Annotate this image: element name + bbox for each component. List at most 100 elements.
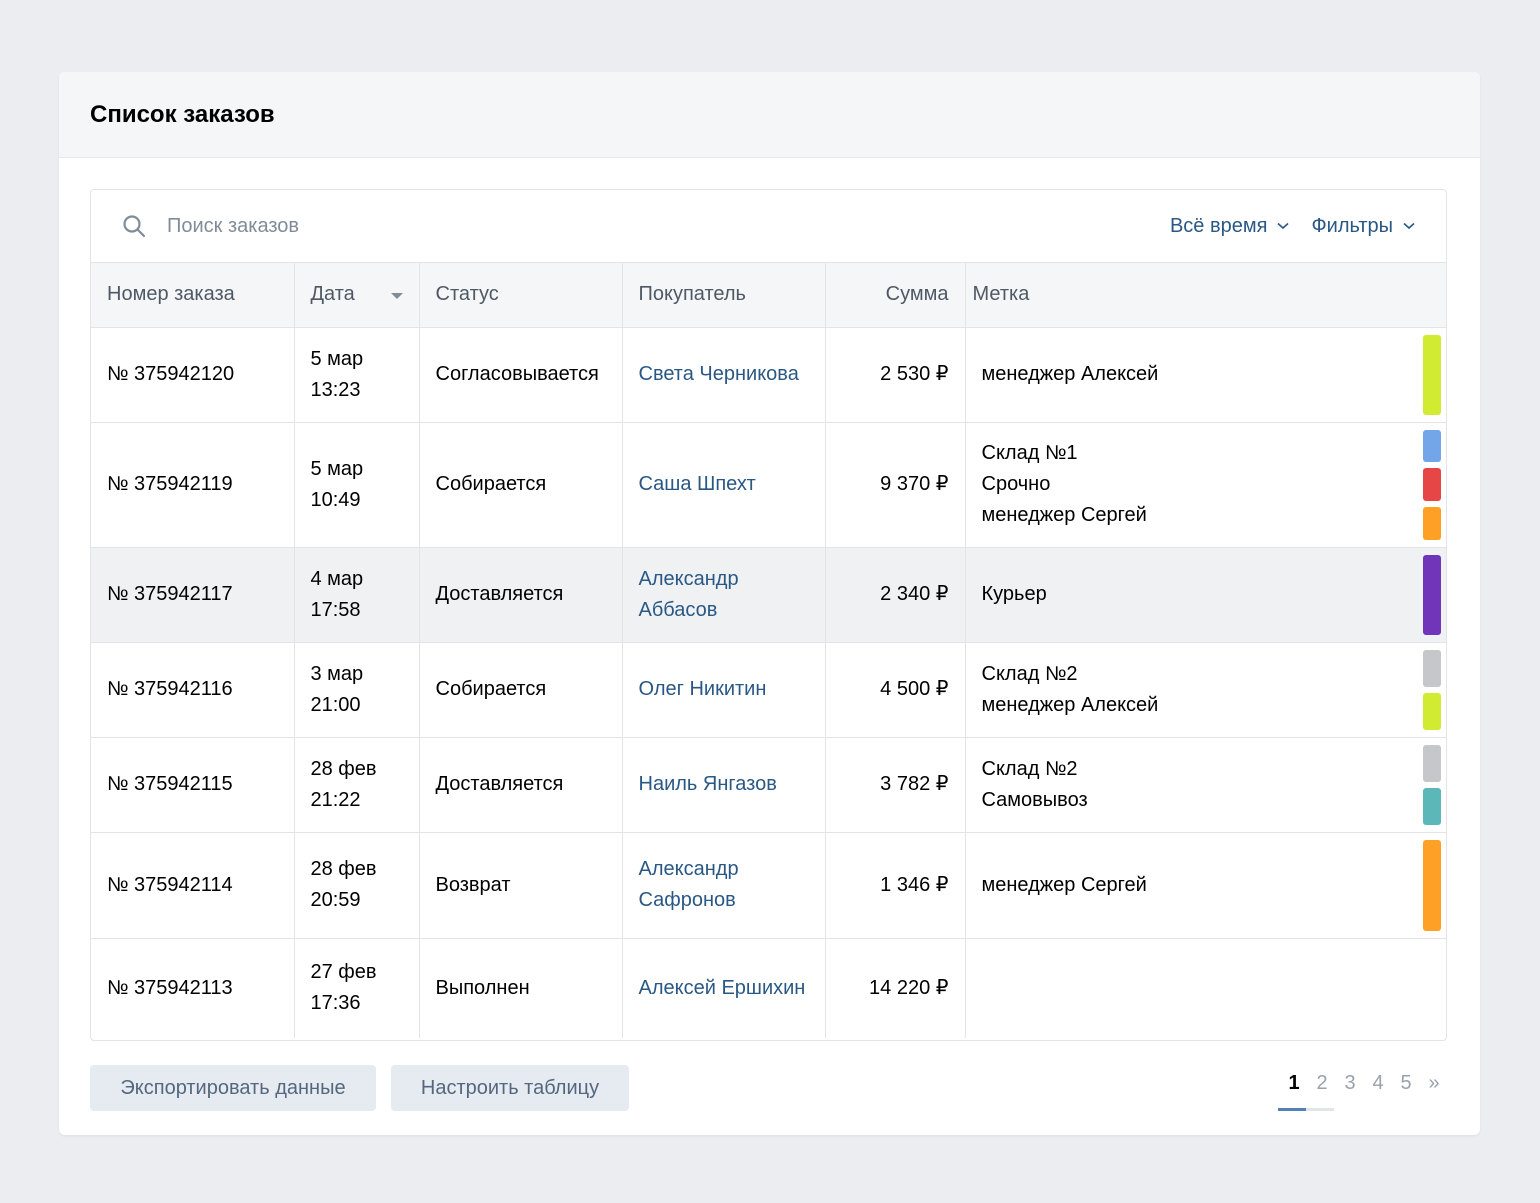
buyer-link[interactable]: Олег Никитин [622, 642, 826, 738]
table-row[interactable]: № 375942113 27 фев 17:36 Выполнен Алексе… [91, 938, 1446, 1038]
table-row[interactable]: № 375942115 28 фев 21:22 Доставляется На… [91, 737, 1446, 833]
configure-table-button[interactable]: Настроить таблицу [391, 1065, 629, 1111]
table-row[interactable]: № 375942119 5 мар 10:49 Собирается Саша … [91, 422, 1446, 548]
page-link-4[interactable]: 4 [1372, 1072, 1384, 1094]
period-dropdown[interactable]: Всё время [1170, 215, 1289, 238]
tag-label: Срочно [981, 473, 1051, 495]
tag-color-swatches [1423, 649, 1441, 730]
column-header-sum[interactable]: Сумма [825, 263, 966, 328]
tag-label: Склад №2 [981, 662, 1078, 685]
order-datetime: 28 фев 20:59 [294, 832, 420, 939]
order-tags: Курьер [965, 547, 1446, 643]
panel-header: Список заказов [59, 72, 1480, 158]
buyer-link[interactable]: Саша Шпехт [622, 422, 826, 548]
order-number: № 375942113 [91, 938, 295, 1038]
order-tags: менеджер Алексей [965, 327, 1446, 423]
sort-desc-icon[interactable] [390, 293, 403, 300]
page-link-5[interactable]: 5 [1400, 1072, 1412, 1094]
order-date: 3 мар [310, 662, 364, 685]
order-tags: Склад №2 менеджер Алексей [965, 642, 1446, 738]
order-date: 28 фев [310, 858, 377, 880]
order-time: 10:49 [310, 488, 361, 511]
tag-color-swatches [1423, 429, 1441, 540]
table-header-row: Номер заказа Дата Статус Покупатель Сумм… [91, 263, 1446, 328]
order-status: Возврат [419, 832, 623, 939]
order-datetime: 27 фев 17:36 [294, 938, 420, 1038]
order-sum: 1 346 ₽ [825, 832, 966, 939]
tag-label: менеджер Алексей [981, 693, 1159, 716]
orders-table-container: Всё время Фильтры Номер заказа [90, 189, 1447, 1041]
chevron-down-icon [1277, 222, 1289, 230]
tag-color-swatch [1423, 334, 1441, 415]
order-date: 28 фев [310, 757, 377, 780]
buyer-link[interactable]: Алексей Ершихин [622, 938, 826, 1038]
tag-label: Склад №1 [981, 442, 1078, 464]
column-header-buyer[interactable]: Покупатель [622, 263, 826, 328]
table-row[interactable]: № 375942116 3 мар 21:00 Собирается Олег … [91, 642, 1446, 738]
buyer-link[interactable]: Света Черникова [622, 327, 826, 423]
order-tags: Склад №2 Самовывоз [965, 737, 1446, 833]
tag-color-swatch [1423, 429, 1441, 463]
order-sum: 4 500 ₽ [825, 642, 966, 738]
order-status: Собирается [419, 422, 623, 548]
order-time: 13:23 [310, 378, 361, 401]
tag-color-swatches [1423, 839, 1441, 931]
table-row[interactable]: № 375942117 4 мар 17:58 Доставляется Але… [91, 547, 1446, 643]
order-tags: Склад №1 Срочно менеджер Сергей [965, 422, 1446, 548]
order-time: 20:59 [310, 889, 361, 911]
tag-color-swatch [1423, 692, 1441, 730]
order-date: 5 мар [310, 347, 364, 370]
order-number: № 375942119 [91, 422, 295, 548]
order-number: № 375942116 [91, 642, 295, 738]
order-date: 4 мар [310, 567, 364, 590]
buyer-link[interactable]: Александр Аббасов [622, 547, 826, 643]
page-link-3[interactable]: 3 [1344, 1072, 1356, 1094]
chevron-down-icon [1403, 222, 1415, 230]
order-status: Доставляется [419, 547, 623, 643]
page-link-1[interactable]: 1 [1288, 1072, 1300, 1094]
tag-label: Склад №2 [981, 757, 1078, 780]
buyer-link[interactable]: Александр Сафронов [622, 832, 826, 939]
page-title: Список заказов [90, 100, 275, 128]
current-page-indicator [1278, 1108, 1306, 1111]
tag-color-swatches [1423, 554, 1441, 635]
export-data-button[interactable]: Экспортировать данные [90, 1065, 376, 1111]
tag-label: менеджер Алексей [981, 363, 1159, 385]
pagination: 1 2 3 4 5 » [1286, 1072, 1442, 1107]
tag-color-swatch [1423, 744, 1441, 782]
filters-dropdown[interactable]: Фильтры [1311, 215, 1415, 238]
order-time: 21:00 [310, 693, 361, 716]
table-row[interactable]: № 375942120 5 мар 13:23 Согласовывается … [91, 327, 1446, 423]
order-datetime: 5 мар 10:49 [294, 422, 420, 548]
order-sum: 3 782 ₽ [825, 737, 966, 833]
order-number: № 375942115 [91, 737, 295, 833]
pagination-track [1278, 1108, 1334, 1111]
orders-panel: Список заказов Всё время Фильтры [59, 72, 1480, 1135]
order-time: 17:36 [310, 992, 361, 1015]
order-sum: 9 370 ₽ [825, 422, 966, 548]
column-header-date[interactable]: Дата [294, 263, 420, 328]
search-bar: Всё время Фильтры [91, 190, 1446, 263]
order-number: № 375942117 [91, 547, 295, 643]
orders-table: Номер заказа Дата Статус Покупатель Сумм… [91, 263, 1446, 1038]
column-header-order[interactable]: Номер заказа [91, 263, 295, 328]
search-input[interactable] [167, 214, 1148, 238]
order-sum: 14 220 ₽ [825, 938, 966, 1038]
order-time: 17:58 [310, 598, 361, 621]
column-header-status[interactable]: Статус [419, 263, 623, 328]
page-next-link[interactable]: » [1428, 1072, 1440, 1094]
tag-color-swatch [1423, 468, 1441, 501]
filters-dropdown-label: Фильтры [1311, 214, 1393, 237]
table-row[interactable]: № 375942114 28 фев 20:59 Возврат Алексан… [91, 832, 1446, 939]
tag-color-swatch [1423, 506, 1441, 540]
order-status: Согласовывается [419, 327, 623, 423]
tag-label: менеджер Сергей [981, 873, 1147, 896]
order-number: № 375942114 [91, 832, 295, 939]
order-datetime: 5 мар 13:23 [294, 327, 420, 423]
period-dropdown-label: Всё время [1169, 214, 1268, 237]
page-link-2[interactable]: 2 [1316, 1072, 1328, 1094]
order-tags [965, 938, 1446, 1038]
buyer-link[interactable]: Наиль Янгазов [622, 737, 826, 833]
column-header-tag[interactable]: Метка [965, 263, 1446, 328]
order-status: Выполнен [419, 938, 623, 1038]
